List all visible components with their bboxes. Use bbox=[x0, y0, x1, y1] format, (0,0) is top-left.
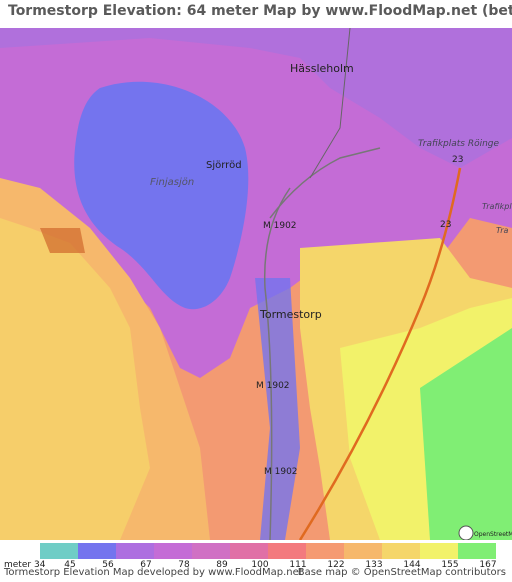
map-label: Hässleholm bbox=[290, 62, 354, 75]
title: Tormestorp Elevation: 64 meter Map by ww… bbox=[8, 3, 512, 19]
map-label: M 1902 bbox=[264, 467, 298, 477]
map-label: Tra bbox=[496, 226, 509, 235]
legend-swatch bbox=[230, 543, 268, 559]
legend-value: 78 bbox=[178, 560, 190, 568]
legend-swatch bbox=[458, 543, 496, 559]
map-label: Finjasjön bbox=[150, 177, 194, 188]
legend-unit: meter bbox=[4, 560, 31, 568]
legend-value: 122 bbox=[327, 560, 344, 568]
osm-logo bbox=[458, 525, 474, 540]
map-label: 23 bbox=[440, 220, 451, 230]
legend-swatch bbox=[420, 543, 458, 559]
legend-value: 155 bbox=[441, 560, 458, 568]
legend-swatch bbox=[116, 543, 154, 559]
legend-swatch bbox=[40, 543, 78, 559]
legend-value: 144 bbox=[403, 560, 420, 568]
legend-swatch bbox=[344, 543, 382, 559]
footer-right: Base map © OpenStreetMap contributors bbox=[297, 567, 506, 578]
map-label: M 1902 bbox=[256, 381, 290, 391]
legend-swatch bbox=[382, 543, 420, 559]
legend-value: 89 bbox=[216, 560, 228, 568]
legend-value: 133 bbox=[365, 560, 382, 568]
map-label: 23 bbox=[452, 155, 463, 165]
map-label: Trafikplats Röinge bbox=[418, 139, 500, 149]
osm-logo-text: OpenStreetMap bbox=[474, 531, 512, 538]
legend-swatch bbox=[268, 543, 306, 559]
legend-swatch bbox=[306, 543, 344, 559]
legend-value: 34 bbox=[34, 560, 46, 568]
legend-swatch bbox=[192, 543, 230, 559]
legend-value: 167 bbox=[479, 560, 496, 568]
footer-left: Tormestorp Elevation Map developed by ww… bbox=[4, 567, 303, 578]
map-label: Sjörröd bbox=[206, 160, 242, 171]
map-label: Trafikpl bbox=[482, 202, 512, 211]
map-label: Tormestorp bbox=[259, 308, 322, 321]
legend-swatch bbox=[154, 543, 192, 559]
legend-value: 67 bbox=[140, 560, 151, 568]
legend: meter 34 45 56 67 78 89 100 111 122 133 144 155 167 bbox=[4, 543, 497, 568]
legend-value: 45 bbox=[64, 560, 75, 568]
map: Hässleholm Sjörröd Finjasjön Trafikplats Rö… bbox=[0, 28, 512, 540]
legend-value: 111 bbox=[289, 560, 306, 568]
legend-value: 100 bbox=[251, 560, 268, 568]
map-label: M 1902 bbox=[263, 221, 297, 231]
legend-value: 56 bbox=[102, 560, 114, 568]
legend-swatch bbox=[78, 543, 116, 559]
